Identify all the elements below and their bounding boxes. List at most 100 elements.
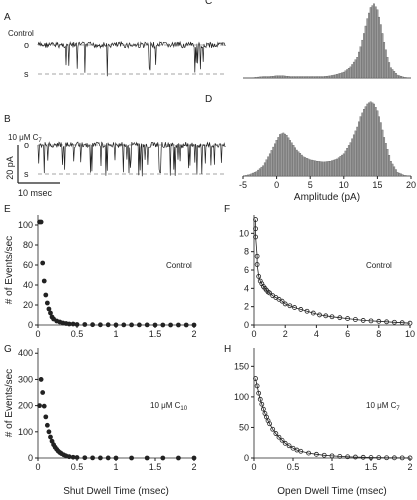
histogram-bar	[332, 74, 335, 79]
histogram-bar	[352, 134, 355, 177]
histogram-bar	[383, 42, 386, 79]
annotation-main: 10 μM C	[8, 133, 39, 142]
data-point	[82, 322, 88, 327]
x-tick-label: 10	[405, 329, 415, 339]
x-tick-label: 1	[113, 462, 118, 472]
y-tick-label: 80	[23, 240, 33, 250]
data-point	[41, 403, 47, 409]
histogram-bar	[316, 160, 318, 177]
data-point	[407, 320, 413, 326]
data-point	[313, 451, 319, 457]
histogram-bar	[373, 3, 375, 79]
data-point	[317, 312, 322, 318]
data-point	[121, 322, 127, 328]
data-point	[260, 406, 266, 412]
x-tick-label: 0.5	[71, 329, 84, 339]
histogram-bar	[307, 158, 310, 177]
histogram-bar	[270, 150, 273, 177]
histogram-bar	[388, 62, 391, 79]
data-point	[399, 320, 405, 326]
data-point	[329, 453, 335, 459]
histogram-bar	[297, 151, 300, 177]
histogram-bar	[363, 108, 365, 177]
histogram-bar	[374, 6, 377, 79]
data-point	[287, 303, 293, 309]
data-point	[70, 454, 76, 460]
histogram-bar	[364, 25, 367, 79]
histogram-bar	[388, 155, 391, 177]
data-point	[273, 431, 279, 436]
histogram-bar	[268, 76, 271, 79]
histogram-bar	[257, 169, 260, 177]
scale-bar-y-label: 20 pA	[5, 156, 15, 180]
y-tick-label: 100	[18, 220, 33, 230]
histogram-bar	[290, 76, 293, 79]
data-point	[90, 322, 95, 328]
data-point	[66, 321, 72, 327]
x-tick-label: 6	[345, 329, 350, 339]
y-tick-label: 4	[244, 283, 249, 293]
annotation-main: 10 μM C	[150, 401, 181, 410]
histogram-bar	[295, 76, 298, 79]
histogram-bar	[277, 137, 280, 177]
data-point	[136, 322, 142, 328]
histogram-bar	[272, 75, 275, 79]
histogram-bar	[361, 112, 364, 177]
histogram-bar	[255, 171, 258, 177]
data-point	[376, 455, 382, 461]
data-point	[282, 440, 288, 446]
histogram-bar	[322, 161, 325, 177]
data-point	[160, 322, 166, 328]
data-point	[40, 260, 46, 266]
histogram-bar	[341, 154, 344, 177]
histogram-bar	[294, 76, 296, 79]
data-point	[152, 322, 158, 328]
x-tick-label: 5	[308, 180, 313, 190]
histogram-bar	[285, 75, 288, 79]
histogram-bar	[292, 76, 295, 79]
histogram-bar	[317, 76, 320, 79]
data-point	[48, 310, 53, 316]
histogram-bar	[270, 76, 273, 79]
data-point	[345, 316, 351, 321]
fit-curve	[255, 378, 410, 459]
x-tick-label: 8	[376, 329, 381, 339]
histogram-bar	[381, 129, 384, 177]
x-tick-label: 10	[339, 180, 349, 190]
annotation-drug: 10 μM C10	[150, 401, 188, 412]
data-point	[391, 455, 397, 461]
histogram-bar	[346, 69, 349, 79]
y-axis-label: # of Events/sec	[4, 369, 15, 437]
x-tick-label: 0	[274, 180, 279, 190]
histogram-bar	[326, 161, 328, 177]
data-point	[292, 305, 297, 310]
data-point	[74, 322, 80, 327]
histogram-bar	[250, 173, 253, 177]
histogram-bar	[351, 138, 354, 177]
histogram-bar	[344, 70, 347, 79]
data-point	[168, 322, 174, 328]
x-tick-label: 15	[372, 180, 382, 190]
x-tick-label: 0	[35, 329, 40, 339]
data-point	[352, 454, 358, 460]
data-point	[384, 455, 390, 461]
data-point	[345, 454, 351, 460]
histogram-bar	[312, 76, 315, 79]
x-tick-label: 0.5	[287, 462, 300, 472]
histogram-bar	[401, 76, 404, 79]
histogram-bar	[287, 137, 290, 177]
histogram-bar	[356, 57, 359, 79]
histogram-bar	[405, 175, 407, 177]
histogram-bar	[342, 71, 345, 79]
histogram-bar	[336, 74, 338, 79]
marks-layer	[37, 3, 413, 461]
histogram-bar	[295, 149, 298, 177]
histogram-bar	[284, 75, 286, 79]
histogram-bar	[309, 76, 312, 79]
histogram-bar	[347, 145, 350, 177]
histogram-bar	[255, 77, 258, 79]
histogram-bar	[342, 153, 345, 177]
histogram-bar	[258, 168, 261, 177]
